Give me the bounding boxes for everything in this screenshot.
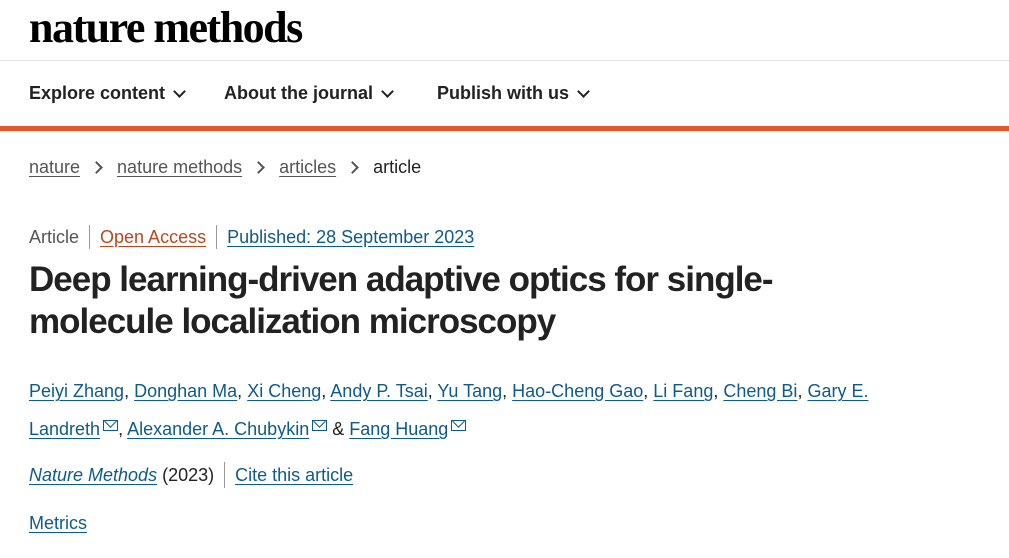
chevron-down-icon (381, 84, 394, 98)
author-link[interactable]: Li Fang (653, 381, 714, 401)
chevron-right-icon (252, 161, 265, 174)
author-separator: , (321, 381, 327, 401)
chevron-down-icon (577, 84, 590, 98)
breadcrumb: nature nature methods articles article (29, 157, 421, 178)
author-separator: , (713, 381, 719, 401)
mail-icon[interactable] (312, 420, 328, 431)
nav-about-journal[interactable]: About the journal (224, 83, 394, 104)
chevron-down-icon (173, 84, 186, 98)
author-separator: , (124, 381, 130, 401)
chevron-right-icon (346, 161, 360, 174)
author-link[interactable]: Peiyi Zhang (29, 381, 125, 401)
mail-icon[interactable] (451, 420, 467, 431)
open-access-link[interactable]: Open Access (100, 226, 207, 247)
chevron-right-icon (90, 161, 103, 174)
author-link[interactable]: Donghan Ma (134, 381, 238, 401)
citation-year: (2023) (162, 464, 215, 485)
main-nav: Explore content About the journal Publis… (0, 61, 1009, 131)
meta-divider (216, 225, 218, 249)
nav-item-label: Publish with us (437, 83, 570, 103)
author-separator: , (797, 381, 803, 401)
metrics-link[interactable]: Metrics (29, 513, 87, 533)
published-date-link[interactable]: Published: 28 September 2023 (227, 226, 475, 247)
site-header: nature methods Explore content About the… (0, 0, 1009, 131)
journal-link[interactable]: Nature Methods (29, 464, 158, 485)
author-link[interactable]: Andy P. Tsai (330, 381, 428, 401)
article-title: Deep learning-driven adaptive optics for… (29, 260, 774, 341)
author-link[interactable]: Xi Cheng (247, 381, 322, 401)
cite-this-article-link[interactable]: Cite this article (235, 464, 354, 485)
author-link[interactable]: Hao-Cheng Gao (512, 381, 644, 401)
author-separator: , (643, 381, 649, 401)
author-separator: & (332, 419, 345, 439)
author-link[interactable]: Yu Tang (437, 381, 503, 401)
brand-bar: nature methods (0, 0, 1009, 61)
author-list: Peiyi Zhang, Donghan Ma, Xi Cheng, Andy … (29, 372, 929, 448)
author-separator: , (502, 381, 508, 401)
author-link[interactable]: Alexander A. Chubykin (127, 419, 310, 439)
author-link[interactable]: Gary E. Landreth (29, 381, 869, 439)
breadcrumb-link-nature[interactable]: nature (29, 157, 81, 177)
author-separator: , (118, 419, 124, 439)
meta-divider (89, 225, 91, 249)
author-link[interactable]: Fang Huang (349, 419, 449, 439)
author-link[interactable]: Cheng Bi (723, 381, 798, 401)
nav-publish-with-us[interactable]: Publish with us (437, 83, 590, 104)
breadcrumb-current: article (373, 157, 422, 177)
author-separator: , (427, 381, 433, 401)
article-type: Article (29, 226, 80, 247)
citation-divider (224, 462, 226, 488)
nav-item-label: About the journal (224, 83, 373, 103)
citation-row: Nature Methods (2023) Cite this article (29, 462, 353, 488)
author-separator: , (237, 381, 243, 401)
mail-icon[interactable] (103, 420, 119, 431)
nav-explore-content[interactable]: Explore content (29, 83, 186, 104)
journal-logo[interactable]: nature methods (29, 3, 303, 52)
breadcrumb-link-articles[interactable]: articles (279, 157, 337, 177)
breadcrumb-link-nature-methods[interactable]: nature methods (117, 157, 243, 177)
nav-item-label: Explore content (29, 83, 166, 103)
article-meta: Article Open Access Published: 28 Septem… (29, 225, 474, 249)
